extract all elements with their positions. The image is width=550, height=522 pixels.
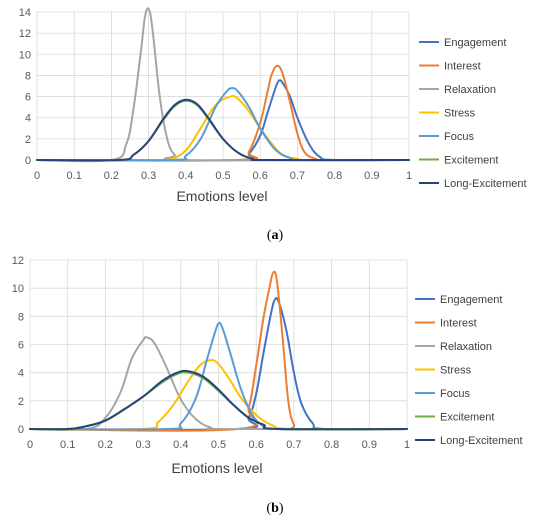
panel-b-legend-label: Stress [440,365,472,377]
panel-b-legend-label: Interest [440,318,477,330]
panel-b-legend-entry: Relaxation [415,341,492,353]
panel-a-series-line-interest [36,64,410,162]
panel-b-x-tick-label: 0.6 [249,439,264,451]
panel-a-series-line-long-excitement [36,98,410,162]
panel-a-legend-entry: Focus [419,131,474,143]
panel-b-x-tick-label: 0.3 [135,439,150,451]
panel-b-y-tick-labels: 0 2 4 6 8 10 12 [12,255,24,436]
panel-a-legend-entry: Relaxation [419,84,496,96]
panel-a-x-tick-label: 0.3 [141,170,156,182]
panel-a-y-tick-label: 4 [25,113,31,125]
panel-b-caption: (b) [266,501,283,516]
panel-b-legend-entry: Focus [415,388,470,400]
panel-b-x-tick-label: 0.2 [98,439,113,451]
panel-a-x-tick-label: 0.9 [364,170,379,182]
panel-b-y-tick-label: 6 [18,340,24,352]
panel-a-gridlines [36,11,410,161]
panel-a-y-tick-label: 0 [25,155,31,167]
panel-b-y-tick-label: 12 [12,255,24,267]
panel-a-legend-label: Interest [444,61,481,73]
panel-b-legend-entry: Stress [415,365,472,377]
panel-a-legend-label: Relaxation [444,84,496,96]
panel-b-x-tick-label: 0.7 [286,439,301,451]
panel-b-legend: Engagement Interest Relaxation Stress Focus E… [415,294,523,447]
panel-a-x-tick-labels: 0 0.1 0.2 0.3 0.4 0.5 0.6 0.7 0.8 0.9 1 [34,170,412,182]
panel-a-legend-label: Stress [444,108,476,120]
panel-b-y-tick-label: 2 [18,396,24,408]
panel-a-legend-entry: Engagement [419,37,506,49]
panel-b-series-line-long-excitement [29,369,408,431]
panel-b-legend-label: Engagement [440,294,502,306]
panel-a-y-tick-label: 6 [25,92,31,104]
panel-b-legend-entry: Long-Excitement [415,435,523,447]
panel-a-legend-entry: Excitement [419,155,498,167]
panel-a-x-tick-label: 0.2 [104,170,119,182]
panel-a-series-line-stress [36,95,410,162]
panel-a-y-tick-label: 14 [19,7,31,19]
panel-b-legend-label: Focus [440,388,470,400]
panel-a-x-tick-label: 0.8 [327,170,342,182]
panel-b-y-tick-label: 8 [18,311,24,323]
panel-b-legend-label: Excitement [440,412,494,424]
panel-a-y-tick-label: 8 [25,70,31,82]
panel-b-x-tick-label: 0.1 [60,439,75,451]
panel-b-y-tick-label: 0 [18,424,24,436]
panel-b-x-tick-labels: 0 0.1 0.2 0.3 0.4 0.5 0.6 0.7 0.8 0.9 1 [27,439,410,451]
panel-a-legend-entry: Interest [419,61,481,73]
panel-a-legend-label: Engagement [444,37,506,49]
panel-b-legend-label: Long-Excitement [440,435,523,447]
panel-b-x-tick-label: 1 [404,439,410,451]
panel-b-x-tick-label: 0 [27,439,33,451]
panel-b-series-line-stress [29,358,408,431]
panel-b-x-tick-label: 0.4 [173,439,188,451]
panel-b-x-tick-label: 0.8 [324,439,339,451]
panel-b-y-tick-label: 4 [18,368,24,380]
panel-a-legend-entry: Stress [419,108,476,120]
panel-a-caption: (a) [267,228,284,243]
panel-b-y-tick-label: 10 [12,283,24,295]
panel-a: 0 2 4 6 8 10 12 14 0 0.1 0.2 0.3 0.4 0.5 0.6 0.7 0.8 0.9… [19,7,527,243]
panel-b-series-line-relaxation [29,336,408,431]
panel-b-series-line-engagement [29,297,408,431]
panel-a-y-tick-label: 10 [19,49,31,61]
panel-a-x-tick-label: 0 [34,170,40,182]
panel-a-x-tick-label: 0.1 [67,170,82,182]
panel-a-x-tick-label: 0.6 [253,170,268,182]
panel-a-x-tick-label: 1 [406,170,412,182]
panel-b-legend-entry: Interest [415,318,477,330]
panel-b-x-tick-label: 0.5 [211,439,226,451]
panel-a-legend: Engagement Interest Relaxation Stress Focus E… [419,37,527,190]
panel-a-legend-entry: Long-Excitement [419,178,527,190]
panel-b-legend-label: Relaxation [440,341,492,353]
panel-a-series-line-relaxation [36,7,410,163]
panel-a-y-tick-label: 12 [19,28,31,40]
panel-a-x-tick-label: 0.7 [290,170,305,182]
panel-a-series-lines [36,7,410,163]
panel-a-x-tick-label: 0.5 [215,170,230,182]
panel-b-series-lines [29,270,408,432]
panel-a-y-tick-label: 2 [25,134,31,146]
panel-a-legend-label: Excitement [444,155,498,167]
panel-a-legend-label: Focus [444,131,474,143]
panel-a-y-tick-labels: 0 2 4 6 8 10 12 14 [19,7,31,167]
panel-a-series-line-focus [36,87,410,162]
panel-b-caption-letter: b [271,501,279,516]
panel-b-legend-entry: Excitement [415,412,494,424]
panel-b-x-tick-label: 0.9 [362,439,377,451]
panel-b-gridlines [29,259,408,430]
panel-a-legend-label: Long-Excitement [444,178,527,190]
panel-a-caption-letter: a [272,228,279,243]
panel-b-x-axis-title: Emotions level [171,460,262,476]
panel-b-legend-entry: Engagement [415,294,502,306]
panel-a-x-axis-title: Emotions level [176,188,267,204]
panel-a-x-tick-label: 0.4 [178,170,193,182]
